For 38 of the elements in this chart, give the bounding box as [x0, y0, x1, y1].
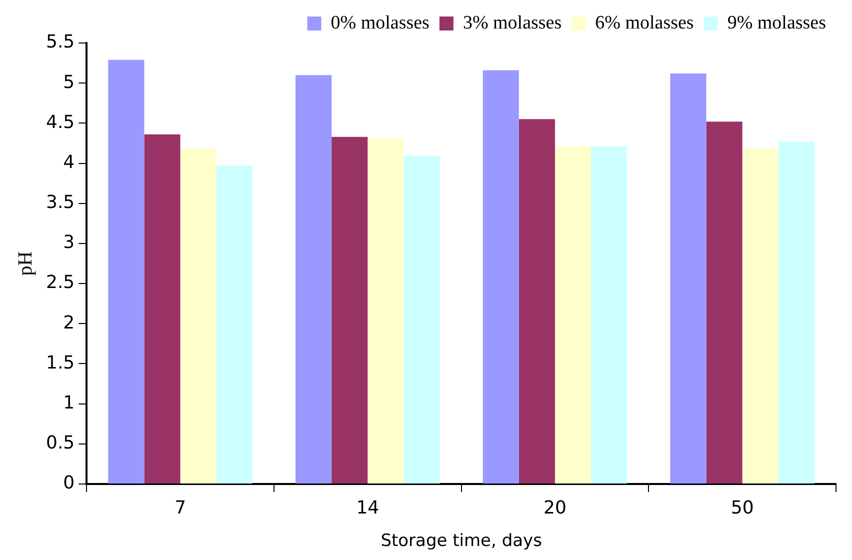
y-tick-label: 1 — [63, 392, 75, 414]
x-tick-label: 7 — [174, 497, 186, 518]
y-axis-title: pH — [14, 251, 36, 276]
x-tick-label: 50 — [730, 497, 754, 518]
bar — [144, 134, 180, 484]
y-tick-label: 4 — [63, 152, 75, 173]
y-tick-label: 2.5 — [46, 272, 75, 294]
bar — [554, 146, 592, 484]
y-tick-label: 5 — [63, 72, 75, 93]
legend-label: 6% molasses — [595, 12, 694, 34]
bar — [591, 146, 628, 484]
legend-label: 0% molasses — [330, 12, 430, 34]
y-tick-label: 4.5 — [46, 112, 75, 133]
y-tick-label: 0 — [63, 472, 75, 494]
y-tick-label: 3 — [63, 232, 75, 254]
bar — [482, 70, 519, 484]
y-tick-label: 0.5 — [46, 432, 75, 454]
bar — [706, 122, 742, 484]
legend-label: 3% molasses — [462, 12, 562, 34]
bar — [670, 73, 706, 484]
y-tick-label: 3.5 — [46, 192, 75, 214]
bar — [296, 75, 332, 484]
bar — [108, 60, 144, 484]
y-tick-label: 2 — [63, 312, 75, 334]
x-axis-title: Storage time, days — [380, 531, 542, 552]
y-tick-label: 1.5 — [46, 352, 75, 374]
bar — [518, 119, 555, 484]
bar — [742, 148, 778, 484]
bar — [778, 142, 814, 484]
x-tick-label: 20 — [544, 497, 566, 518]
bar — [180, 148, 216, 484]
legend-label: 9% molasses — [727, 12, 826, 34]
bar — [368, 138, 404, 484]
y-tick-label: 5.5 — [46, 32, 75, 53]
bar — [404, 156, 440, 484]
bar — [332, 136, 368, 484]
bar — [216, 166, 252, 484]
x-tick-label: 14 — [356, 497, 380, 518]
